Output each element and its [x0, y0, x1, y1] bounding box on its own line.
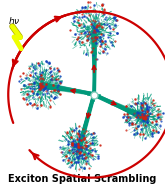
Text: $h\nu$: $h\nu$ — [8, 15, 21, 26]
Text: Exciton Spatial Scrambling: Exciton Spatial Scrambling — [8, 174, 157, 184]
